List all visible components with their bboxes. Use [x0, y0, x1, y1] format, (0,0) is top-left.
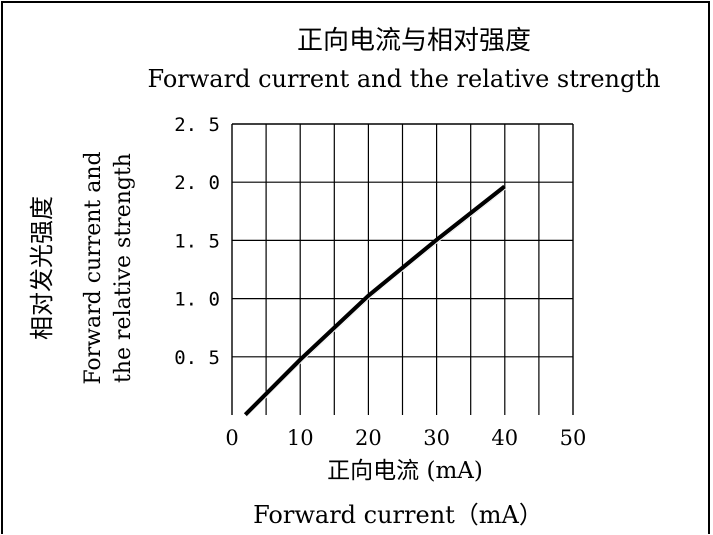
y-tick-label: 1. 5: [174, 230, 220, 252]
grid: [232, 124, 573, 415]
series-group: [243, 184, 507, 417]
x-axis-label-en: Forward current（mA）: [253, 501, 543, 529]
series-line: [243, 184, 507, 417]
x-tick-label: 0: [225, 426, 238, 450]
x-tick-label: 10: [287, 426, 314, 450]
chart-title-en: Forward current and the relative strengt…: [148, 65, 661, 93]
plot-border: [231, 123, 574, 415]
y-tick-label: 0. 5: [174, 347, 220, 369]
x-tick-label: 40: [491, 426, 518, 450]
y-axis-label-en-line2: the relative strength: [111, 153, 136, 383]
y-axis-label-en-line1: Forward current and: [81, 151, 106, 384]
chart-title-cn: 正向电流与相对强度: [297, 26, 531, 56]
y-tick-label: 1. 0: [174, 289, 220, 311]
x-tick-labels: 0 10 20 30 40 50: [225, 426, 586, 450]
y-tick-labels: 0. 5 1. 0 1. 5 2. 0 2. 5: [174, 114, 220, 369]
x-tick-label: 20: [355, 426, 382, 450]
y-axis-label-group: 相对发光强度 Forward current and the relative …: [28, 151, 136, 384]
y-tick-label: 2. 0: [174, 172, 220, 194]
x-axis-label-cn: 正向电流 (mA): [327, 458, 483, 484]
x-tick-label: 30: [423, 426, 450, 450]
y-axis-label-cn: 相对发光强度: [28, 196, 56, 340]
x-tick-label: 50: [560, 426, 587, 450]
series-line-highlight: [246, 187, 507, 417]
y-tick-label: 2. 5: [174, 114, 220, 136]
